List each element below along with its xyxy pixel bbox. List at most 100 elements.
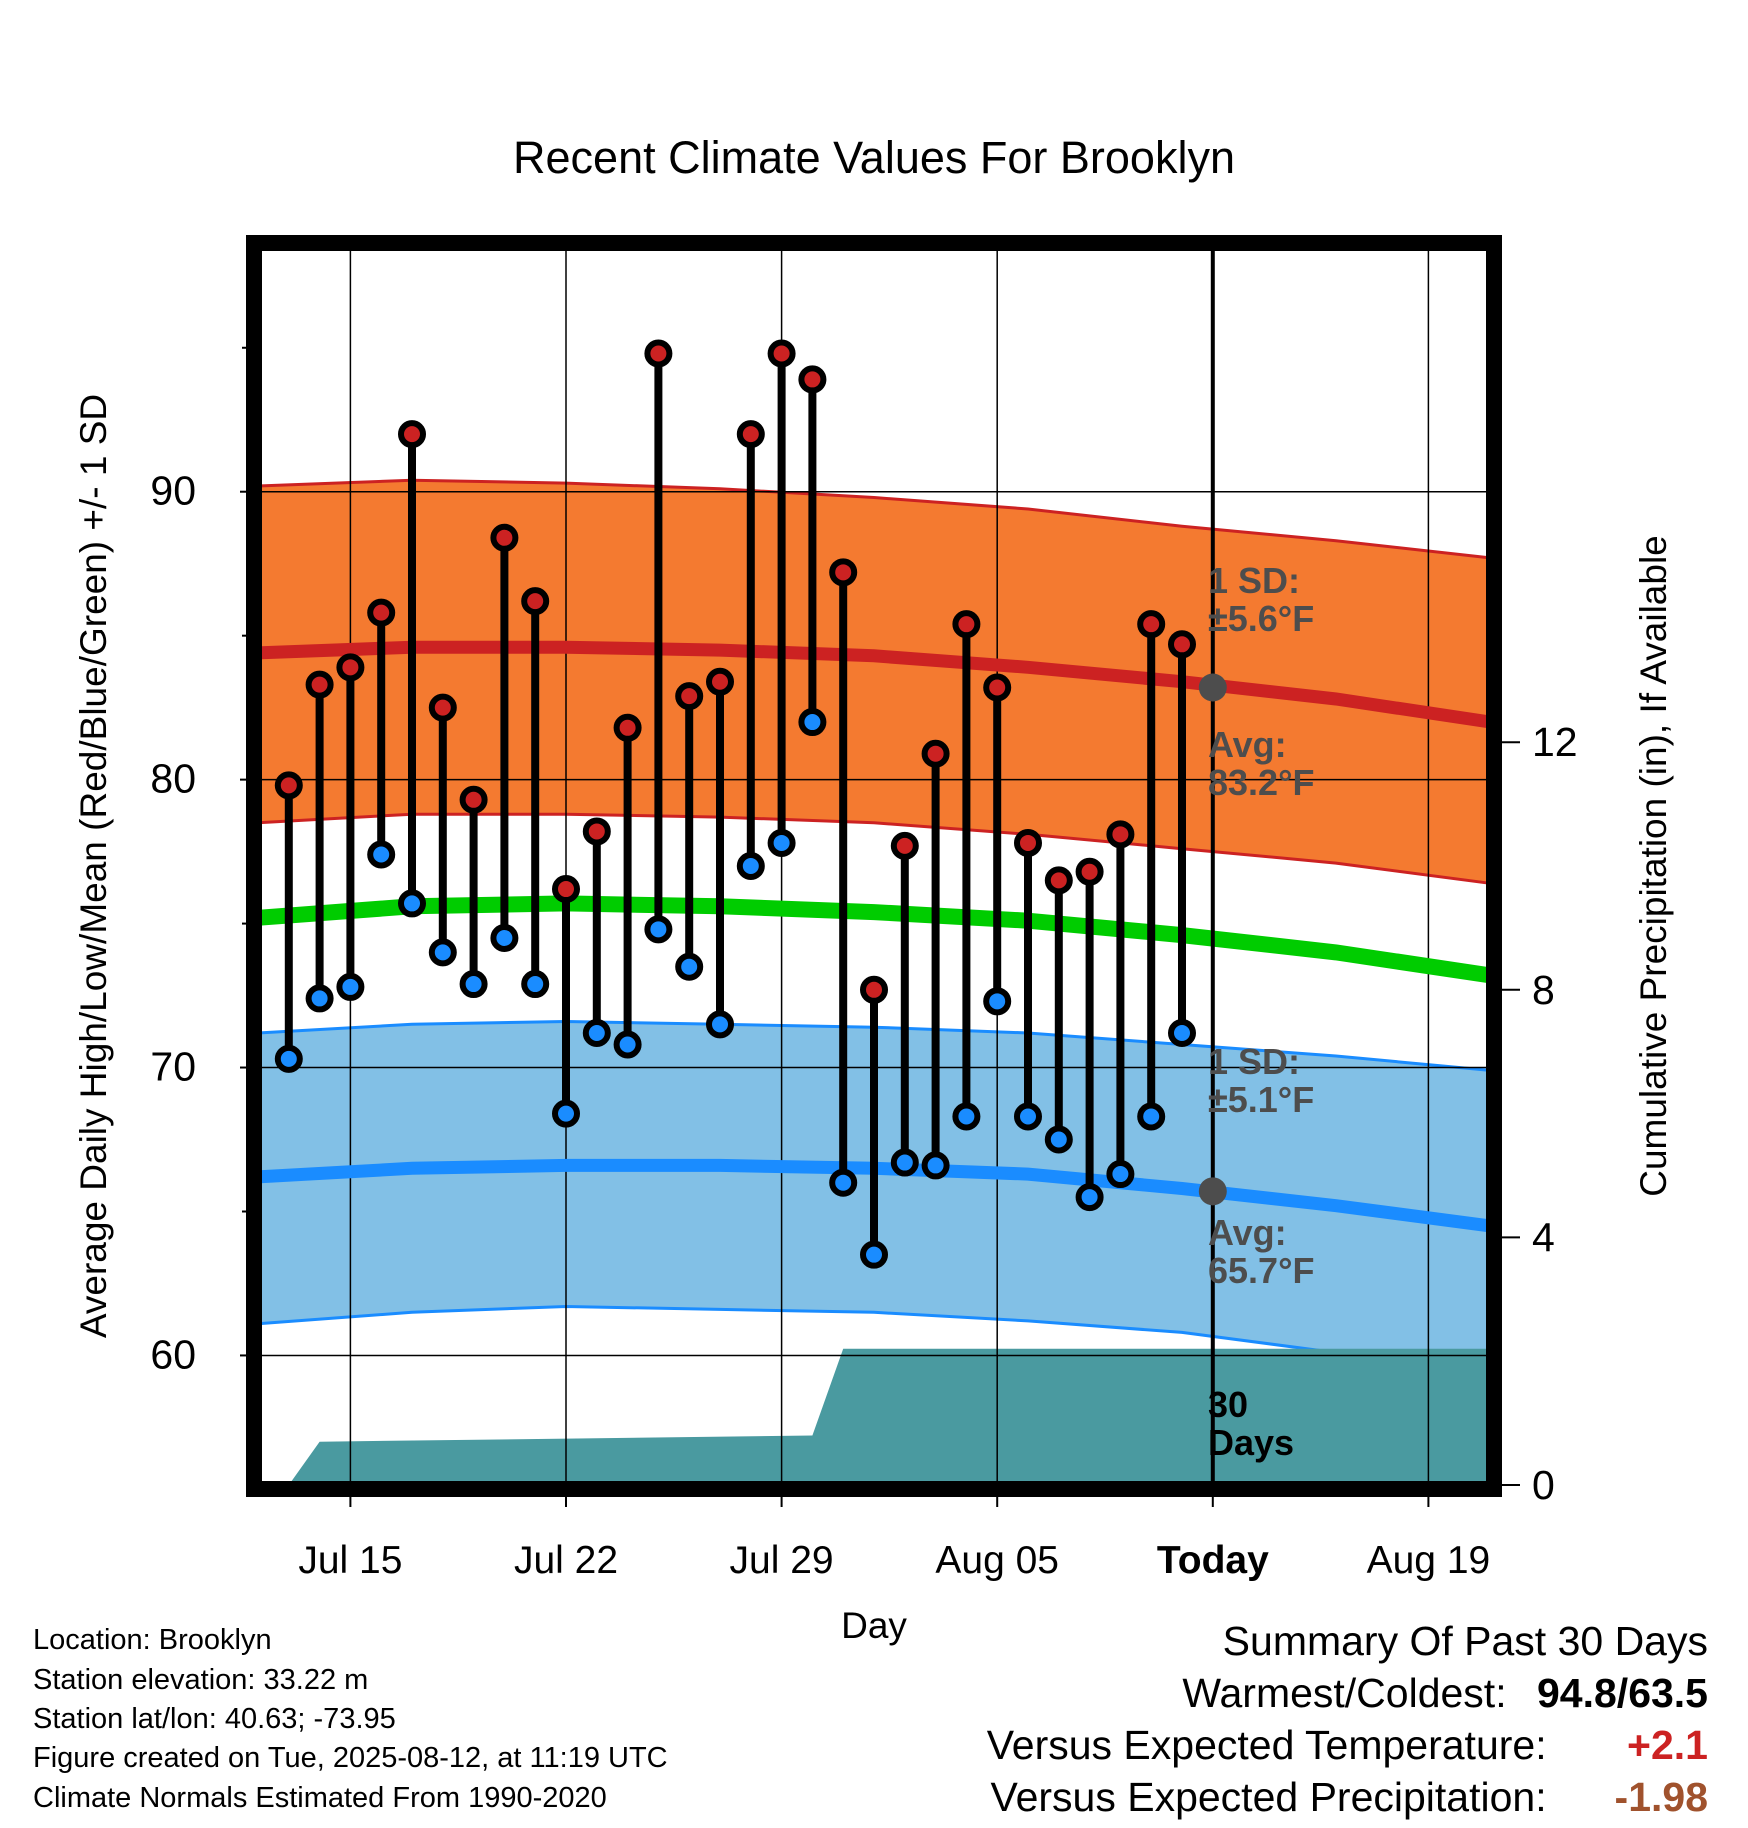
daily-low-point (983, 987, 1012, 1016)
low-sd-lower-line (257, 1304, 1491, 1380)
daily-low-point (921, 1151, 950, 1180)
daily-high-point (644, 339, 673, 368)
daily-low-point (1168, 1018, 1196, 1047)
daily-high-point (582, 817, 611, 846)
x-tick-label: Jul 22 (514, 1539, 618, 1582)
daily-low-point (952, 1102, 981, 1131)
y-axis-label: Average Daily High/Low/Mean (Red/Blue/Gr… (73, 394, 114, 1338)
daily-high-point (706, 667, 734, 696)
summary-warmest-value: 94.8/63.5 (1537, 1670, 1708, 1716)
daily-high-point (736, 420, 765, 449)
x-tick-label: Jul 15 (298, 1539, 402, 1582)
y-tick-label: 80 (150, 756, 196, 802)
daily-high-point (305, 670, 334, 699)
y2-tick-label: 12 (1532, 719, 1578, 765)
daily-high-point (921, 739, 950, 768)
y2-axis-label: Cumulative Precipitation (in), If Availa… (1633, 535, 1674, 1197)
daily-low-point (305, 984, 334, 1013)
daily-high-point (1106, 820, 1135, 849)
footer-latlon: Station lat/lon: 40.63; -73.95 (33, 1703, 396, 1735)
daily-low-point (644, 915, 673, 944)
daily-high-point (1075, 857, 1104, 886)
footer-location: Location: Brooklyn (33, 1624, 272, 1656)
daily-high-point (952, 610, 981, 639)
high-sd-lower-line (257, 812, 1491, 885)
x-tick-label: Today (1157, 1539, 1269, 1582)
daily-low-point (459, 970, 488, 999)
summary-precip-label: Versus Expected Precipitation: (990, 1774, 1547, 1820)
daily-low-point (274, 1044, 303, 1073)
footer-elevation: Station elevation: 33.22 m (33, 1664, 369, 1696)
daily-low-point (367, 840, 396, 869)
low-avg-annotation: Avg: 65.7°F (1208, 1212, 1314, 1291)
daily-low-point (1014, 1102, 1042, 1131)
y-tick-label: 70 (150, 1044, 196, 1090)
daily-high-point (1014, 828, 1042, 857)
high-avg-annotation: Avg: 83.2°F (1208, 724, 1314, 803)
daily-high-point (1168, 630, 1196, 659)
daily-low-point (798, 708, 827, 737)
daily-low-point (582, 1018, 611, 1047)
daily-high-point (1137, 610, 1166, 639)
footer-created: Figure created on Tue, 2025-08-12, at 11… (33, 1742, 668, 1774)
axes: 60 70 80 90 0 4 8 12 Jul 15 Jul 22 Jul 29 Aug 05 Tod… (150, 235, 1578, 1582)
daily-high-point (1044, 866, 1073, 895)
summary-title: Summary Of Past 30 Days (1222, 1618, 1708, 1664)
summary-temp-label: Versus Expected Temperature: (986, 1722, 1547, 1768)
daily-low-point (767, 828, 796, 857)
daily-low-point (490, 923, 519, 952)
low-sd-annotation: 1 SD: ±5.1°F (1208, 1041, 1314, 1120)
daily-low-point (336, 972, 365, 1001)
daily-low-point (1044, 1125, 1073, 1154)
daily-low-point (552, 1099, 580, 1128)
daily-high-point (798, 365, 827, 394)
daily-low-point (428, 938, 457, 967)
daily-high-point (860, 975, 888, 1004)
plot-area: 1 SD: ±5.6°F Avg: 83.2°F 1 SD: ±5.1°F Avg: 65.7… (257, 247, 1492, 1485)
daily-low-point (398, 889, 426, 918)
daily-low-point (521, 970, 550, 999)
summary-warmest-row: Warmest/Coldest: 94.8/63.5 (1182, 1670, 1708, 1717)
daily-high-point (890, 831, 919, 860)
chart-title: Recent Climate Values For Brooklyn (513, 132, 1235, 183)
daily-high-point (336, 653, 365, 682)
daily-low-point (675, 952, 704, 981)
daily-low-point (829, 1168, 858, 1197)
y2-tick-label: 0 (1532, 1462, 1555, 1508)
high-sd-upper-line (257, 478, 1491, 560)
daily-high-point (675, 682, 704, 711)
x-tick-label: Aug 19 (1367, 1539, 1491, 1582)
daily-low-point (860, 1240, 888, 1269)
daily-high-point (521, 587, 550, 616)
daily-low-point (890, 1148, 919, 1177)
daily-high-point (459, 785, 488, 814)
precipitation-area (288, 1348, 1490, 1485)
daily-low-point (706, 1010, 734, 1039)
daily-high-point (428, 693, 457, 722)
daily-high-point (767, 339, 796, 368)
precip-days-annotation: 30 Days (1208, 1384, 1294, 1463)
summary-temp-row: Versus Expected Temperature: +2.1 (987, 1722, 1708, 1769)
x-axis-label: Day (841, 1605, 907, 1646)
y2-tick-label: 8 (1532, 967, 1555, 1013)
daily-high-point (983, 673, 1012, 702)
daily-high-point (613, 713, 642, 742)
today-high-avg-dot (1198, 673, 1227, 702)
summary-precip-row: Versus Expected Precipitation: -1.98 (991, 1774, 1709, 1821)
daily-low-point (736, 852, 765, 880)
summary-precip-value: -1.98 (1614, 1774, 1708, 1820)
mean-normal-line (257, 895, 1492, 984)
daily-high-point (367, 598, 396, 627)
x-tick-label: Aug 05 (935, 1539, 1059, 1582)
summary-warmest-label: Warmest/Coldest: (1182, 1670, 1507, 1716)
daily-low-point (1106, 1160, 1135, 1189)
daily-high-point (398, 420, 426, 449)
summary-temp-value: +2.1 (1627, 1722, 1708, 1768)
high-sd-annotation: 1 SD: ±5.6°F (1208, 560, 1314, 639)
footer-normals: Climate Normals Estimated From 1990-2020 (33, 1782, 607, 1814)
x-tick-label: Jul 29 (730, 1539, 834, 1582)
today-low-avg-dot (1198, 1177, 1227, 1206)
high-normal-line (257, 640, 1491, 729)
daily-high-point (829, 558, 858, 587)
